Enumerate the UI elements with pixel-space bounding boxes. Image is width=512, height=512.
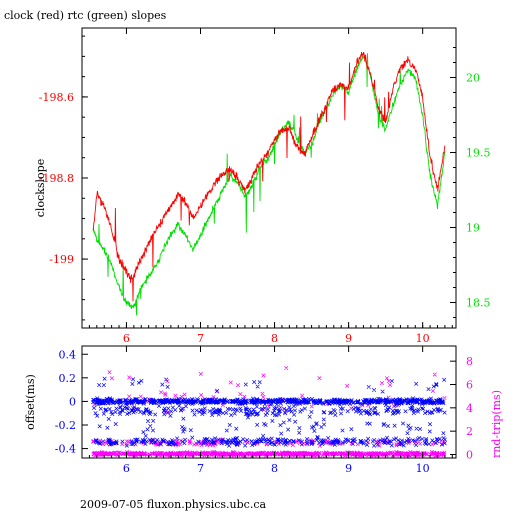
offsets-ylabel-left: offset(ms) [24, 374, 37, 430]
offsets-ytick-left-label: 0 [69, 395, 76, 408]
offsets-xtick-label-8: 8 [271, 462, 278, 475]
chart-title: clock (red) rtc (green) slopes [4, 9, 167, 22]
slopes-ylabel: clockslope [34, 159, 47, 217]
offsets-ytick-right-label: 4 [466, 402, 473, 415]
offsets-ytick-right-label: 2 [466, 425, 473, 438]
offsets-x-ticks: 6 7 8 9 10 [88, 346, 453, 475]
slopes-ytick-right-label: 19 [466, 222, 480, 235]
offsets-right-ticks: 8 6 4 2 0 [450, 355, 473, 462]
slopes-xtick-label-9: 9 [345, 332, 352, 345]
slopes-x-ticks: 6 7 8 9 10 [88, 28, 453, 345]
clock-series-line [92, 51, 446, 302]
slopes-xtick-label-8: 8 [271, 332, 278, 345]
rtc-series-line [92, 53, 446, 316]
offsets-ytick-right-label: 0 [466, 449, 473, 462]
offset-series-markers [91, 376, 447, 448]
slopes-right-ticks: 20 19.5 19 18.5 [450, 47, 491, 318]
slopes-ytick-right-label: 19.5 [466, 147, 491, 160]
slopes-left-ticks: -198.6 -198.8 -199 [39, 35, 88, 321]
offsets-xtick-label-9: 9 [345, 462, 352, 475]
offsets-series-group [91, 365, 447, 458]
rnd-trip-series-markers [91, 365, 447, 458]
slopes-ytick-right-label: 18.5 [466, 297, 491, 310]
slopes-xtick-label-7: 7 [197, 332, 204, 345]
slopes-xtick-label-10: 10 [416, 332, 430, 345]
slopes-ytick-left-label: -199 [49, 253, 74, 266]
slopes-xtick-label-6: 6 [123, 332, 130, 345]
offsets-ytick-left-label: -0.4 [55, 443, 76, 456]
offsets-xtick-label-10: 10 [416, 462, 430, 475]
offsets-ytick-left-label: 0.2 [59, 372, 77, 385]
offsets-ytick-left-label: 0.4 [59, 348, 77, 361]
offsets-xtick-label-7: 7 [197, 462, 204, 475]
offsets-ytick-left-label: -0.2 [55, 419, 76, 432]
slopes-panel: 6 7 8 9 10 -198.6 -198.8 -199 20 19.5 19 18.5 clo… [34, 27, 491, 345]
slopes-ytick-right-label: 20 [466, 72, 480, 85]
offsets-ytick-right-label: 6 [466, 379, 473, 392]
offsets-frame [81, 345, 457, 459]
offsets-ylabel-right: rnd-trip(ms) [490, 390, 503, 458]
slopes-series-group [92, 51, 446, 316]
offsets-left-ticks: 0.4 0.2 0 -0.2 -0.4 [55, 348, 88, 456]
offsets-xtick-label-6: 6 [123, 462, 130, 475]
offsets-ytick-right-label: 8 [466, 355, 473, 368]
slopes-ytick-left-label: -198.6 [39, 91, 74, 104]
footer-text: 2009-07-05 fluxon.physics.ubc.ca [80, 498, 266, 511]
slopes-ytick-left-label: -198.8 [39, 172, 74, 185]
